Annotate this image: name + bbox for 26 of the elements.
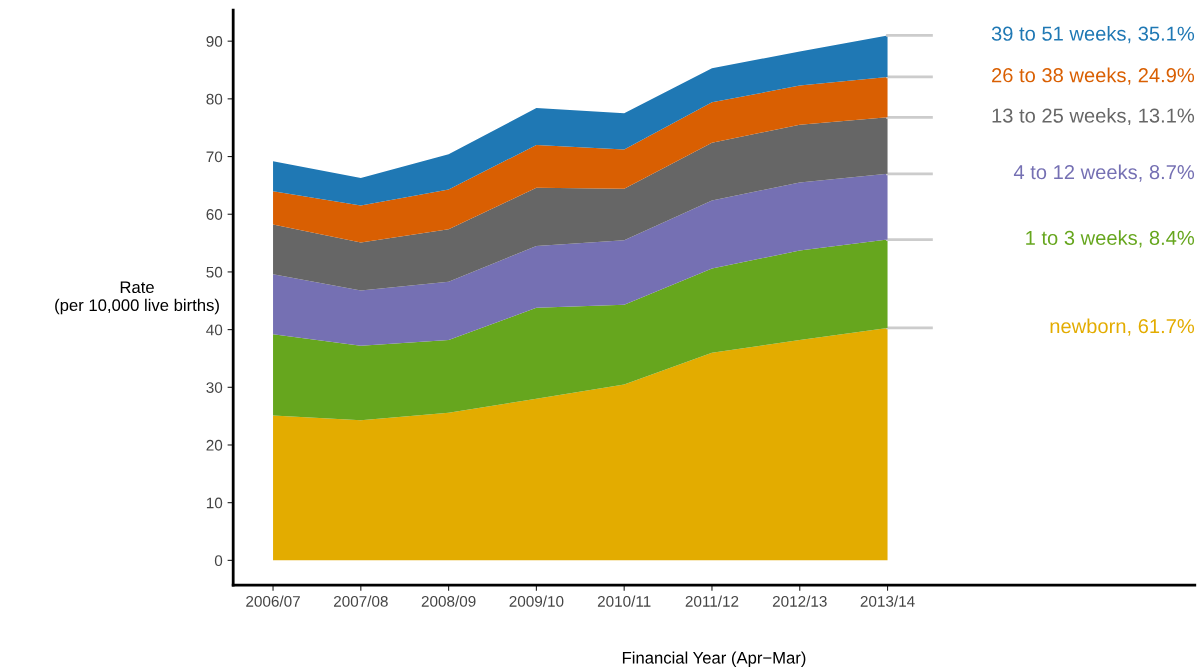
text: 4 to 12 weeks, 8.7% [1013, 164, 1195, 182]
x-axis-title: Financial Year (Apr−Mar) [622, 651, 806, 668]
y-tick-label: 70 [206, 151, 223, 163]
y-tick-label: 60 [206, 209, 223, 220]
y-tick-label: 50 [206, 266, 223, 278]
text: 1 to 3 weeks, 8.4% [1026, 230, 1195, 248]
x-tick-label: 2010/11 [597, 595, 651, 607]
text: newborn, 61.7% [1050, 318, 1195, 336]
y-tick-label: 30 [206, 382, 223, 393]
x-tick-label: 2012/13 [772, 595, 827, 607]
x-tick-label: 2009/10 [509, 595, 564, 607]
y-tick-label: 20 [206, 439, 223, 451]
y-tick-label: 80 [206, 93, 223, 105]
y-tick-label: 0 [214, 555, 223, 567]
text: 13 to 25 weeks, 13.1% [992, 107, 1195, 126]
x-tick-label: 2006/07 [246, 595, 300, 607]
y-tick-label: 40 [206, 324, 223, 336]
y-axis-title: Rate (per 10,000 live births) [55, 281, 219, 315]
y-tick-label: 10 [206, 497, 223, 509]
text: 39 to 51 weeks, 35.1% [991, 26, 1195, 44]
x-tick-label: 2013/14 [860, 595, 915, 607]
text: 26 to 38 weeks, 24.9% [992, 67, 1195, 85]
x-tick-label: 2008/09 [421, 595, 476, 607]
x-tick-label: 2011/12 [685, 595, 739, 607]
x-tick-label: 2007/08 [333, 595, 388, 607]
y-tick-label: 90 [206, 36, 223, 47]
